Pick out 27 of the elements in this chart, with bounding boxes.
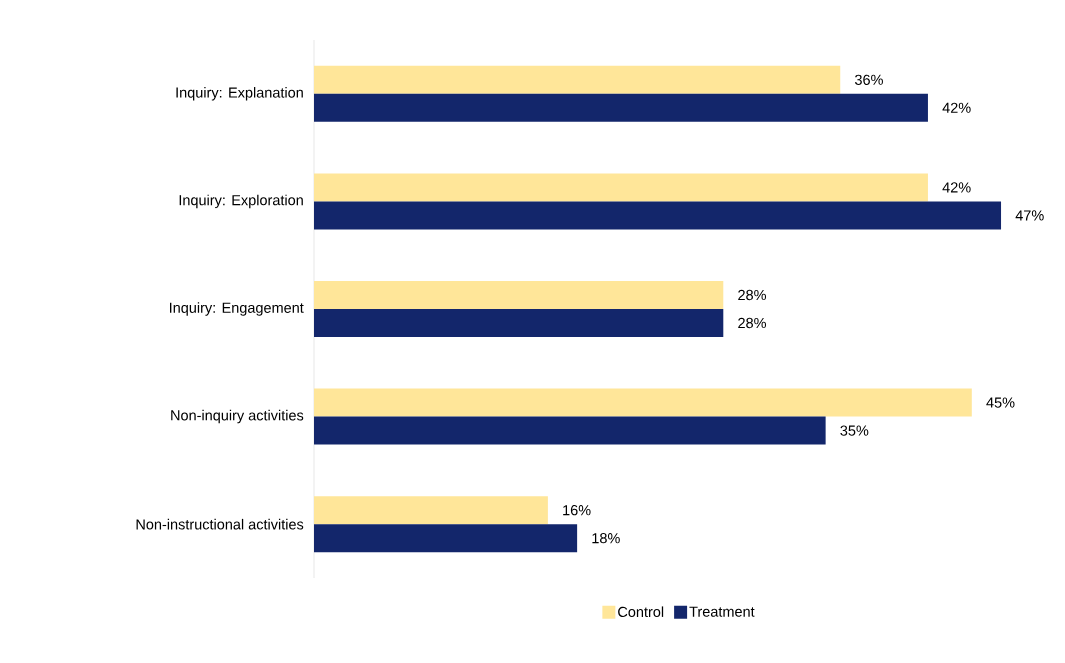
bar bbox=[314, 309, 724, 337]
y-tick-label: Non-inquiry activities bbox=[171, 409, 304, 424]
data-label: 42% bbox=[942, 182, 971, 193]
y-tick-label: Inquiry: Engagement bbox=[169, 302, 304, 316]
data-label: 36% bbox=[854, 74, 883, 85]
y-tick-label: Inquiry: Exploration bbox=[179, 194, 303, 209]
data-label: 28% bbox=[738, 317, 767, 329]
y-tick-label: Inquiry: Explanation bbox=[176, 87, 303, 101]
bar bbox=[314, 93, 928, 122]
bar bbox=[314, 496, 548, 525]
data-label: 47% bbox=[1015, 210, 1044, 221]
data-label: 45% bbox=[986, 397, 1015, 408]
data-label: 35% bbox=[840, 425, 869, 436]
y-tick-label: Non-instructional activities bbox=[136, 518, 304, 530]
bar bbox=[314, 173, 928, 202]
data-label: 16% bbox=[563, 505, 591, 516]
bar bbox=[314, 416, 826, 445]
data-label: 28% bbox=[738, 289, 767, 301]
data-label: 42% bbox=[942, 102, 971, 113]
bar bbox=[314, 281, 724, 309]
data-label: 18% bbox=[592, 533, 620, 544]
bar bbox=[314, 524, 578, 553]
bar bbox=[314, 388, 972, 417]
legend-label: Control bbox=[618, 606, 664, 618]
bar bbox=[314, 65, 841, 94]
legend-label: Treatment bbox=[689, 606, 755, 617]
bar bbox=[314, 201, 1002, 230]
